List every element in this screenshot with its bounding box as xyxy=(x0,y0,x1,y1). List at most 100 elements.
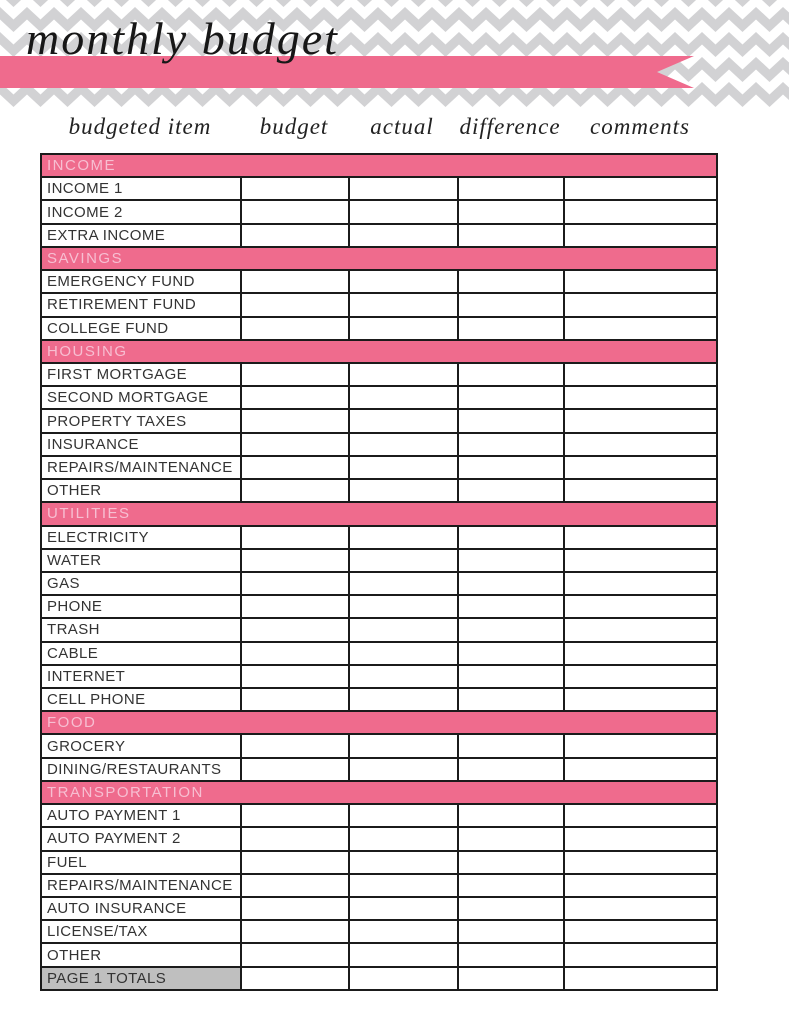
budget-item-row: INTERNET xyxy=(40,663,719,690)
difference-cell xyxy=(457,849,565,875)
budget-item-row: INSURANCE xyxy=(40,431,719,457)
actual-cell xyxy=(348,640,459,666)
difference-cell xyxy=(457,617,565,643)
budget-item-row: PROPERTY TAXES xyxy=(40,408,719,434)
budget-cell xyxy=(240,687,350,713)
budget-item-label: REPAIRS/MAINTENANCE xyxy=(40,872,242,899)
budget-item-row: GAS xyxy=(40,570,719,597)
comments-cell xyxy=(562,547,719,573)
budget-cell xyxy=(240,176,350,202)
difference-cell xyxy=(457,269,565,295)
comments-cell xyxy=(562,849,719,875)
budget-item-row: FIRST MORTGAGE xyxy=(40,361,719,388)
budget-cell xyxy=(240,895,350,922)
difference-cell xyxy=(457,385,565,411)
difference-cell xyxy=(457,872,565,899)
budget-item-row: COLLEGE FUND xyxy=(40,315,719,341)
difference-cell xyxy=(457,803,565,829)
budget-item-row: INCOME 1 xyxy=(40,176,719,202)
comments-cell xyxy=(562,292,719,318)
comments-cell xyxy=(562,919,719,945)
budget-item-label: GROCERY xyxy=(40,733,242,759)
budget-item-label: AUTO PAYMENT 2 xyxy=(40,826,242,852)
budget-item-label: RETIREMENT FUND xyxy=(40,292,242,318)
budget-item-row: ELECTRICITY xyxy=(40,524,719,550)
comments-cell xyxy=(562,663,719,690)
budget-item-label: TRASH xyxy=(40,617,242,643)
budget-cell xyxy=(240,733,350,759)
budget-cell xyxy=(240,478,350,504)
column-header-comments: comments xyxy=(590,114,690,139)
budget-cell xyxy=(240,385,350,411)
title-ribbon xyxy=(0,56,694,88)
budget-cell xyxy=(240,199,350,225)
totals-label: PAGE 1 TOTALS xyxy=(40,965,242,992)
actual-cell xyxy=(348,872,459,899)
budget-item-label: PHONE xyxy=(40,594,242,620)
budget-item-row: LICENSE/TAX xyxy=(40,919,719,945)
budget-cell xyxy=(240,315,350,341)
difference-cell xyxy=(457,315,565,341)
comments-cell xyxy=(562,895,719,922)
budget-item-label: WATER xyxy=(40,547,242,573)
actual-cell xyxy=(348,292,459,318)
difference-cell xyxy=(457,756,565,782)
section-title: TRANSPORTATION xyxy=(39,779,719,806)
actual-cell xyxy=(348,919,459,945)
actual-cell xyxy=(348,431,459,457)
section-title: UTILITIES xyxy=(39,501,719,527)
budget-cell xyxy=(240,640,350,666)
budget-item-row: AUTO PAYMENT 2 xyxy=(40,826,719,852)
budget-item-row: CABLE xyxy=(40,640,719,666)
budget-item-row: AUTO INSURANCE xyxy=(40,895,719,922)
budget-item-label: GAS xyxy=(40,570,242,597)
budget-item-row: DINING/RESTAURANTS xyxy=(40,756,719,782)
budget-item-row: SECOND MORTGAGE xyxy=(40,385,719,411)
comments-cell xyxy=(562,408,719,434)
difference-cell xyxy=(457,895,565,922)
comments-cell xyxy=(562,454,719,481)
budget-item-label: SECOND MORTGAGE xyxy=(40,385,242,411)
section-header-row: HOUSING xyxy=(39,338,719,364)
difference-cell xyxy=(457,826,565,852)
actual-cell xyxy=(348,454,459,481)
budget-item-row: AUTO PAYMENT 1 xyxy=(40,803,719,829)
budget-item-label: COLLEGE FUND xyxy=(40,315,242,341)
budget-cell xyxy=(240,547,350,573)
column-header-difference: difference xyxy=(459,114,561,139)
actual-cell xyxy=(348,385,459,411)
budget-cell xyxy=(240,408,350,434)
column-header-budgeted-item: budgeted item xyxy=(68,114,212,139)
section-header-row: SAVINGS xyxy=(39,245,719,272)
difference-cell xyxy=(457,687,565,713)
column-headers: budgeted item budget actual difference c… xyxy=(0,114,789,150)
comments-cell xyxy=(562,687,719,713)
budget-item-row: CELL PHONE xyxy=(40,687,719,713)
comments-cell xyxy=(562,826,719,852)
actual-cell xyxy=(348,176,459,202)
budget-item-row: GROCERY xyxy=(40,733,719,759)
difference-cell xyxy=(457,454,565,481)
difference-cell xyxy=(457,292,565,318)
budget-item-row: OTHER xyxy=(40,478,719,504)
actual-cell xyxy=(348,570,459,597)
budget-cell xyxy=(240,826,350,852)
comments-cell xyxy=(562,942,719,968)
difference-cell xyxy=(457,222,565,248)
budget-cell xyxy=(240,872,350,899)
budget-item-row: EXTRA INCOME xyxy=(40,222,719,248)
budget-item-label: REPAIRS/MAINTENANCE xyxy=(40,454,242,481)
budget-item-row: FUEL xyxy=(40,849,719,875)
difference-cell xyxy=(457,524,565,550)
comments-cell xyxy=(562,315,719,341)
budget-item-label: INCOME 1 xyxy=(40,176,242,202)
budget-cell xyxy=(240,663,350,690)
comments-cell xyxy=(562,640,719,666)
budget-item-label: INCOME 2 xyxy=(40,199,242,225)
budget-item-label: PROPERTY TAXES xyxy=(40,408,242,434)
actual-cell xyxy=(348,849,459,875)
budget-cell xyxy=(240,756,350,782)
comments-cell xyxy=(562,756,719,782)
budget-item-label: CELL PHONE xyxy=(40,687,242,713)
budget-item-row: PHONE xyxy=(40,594,719,620)
